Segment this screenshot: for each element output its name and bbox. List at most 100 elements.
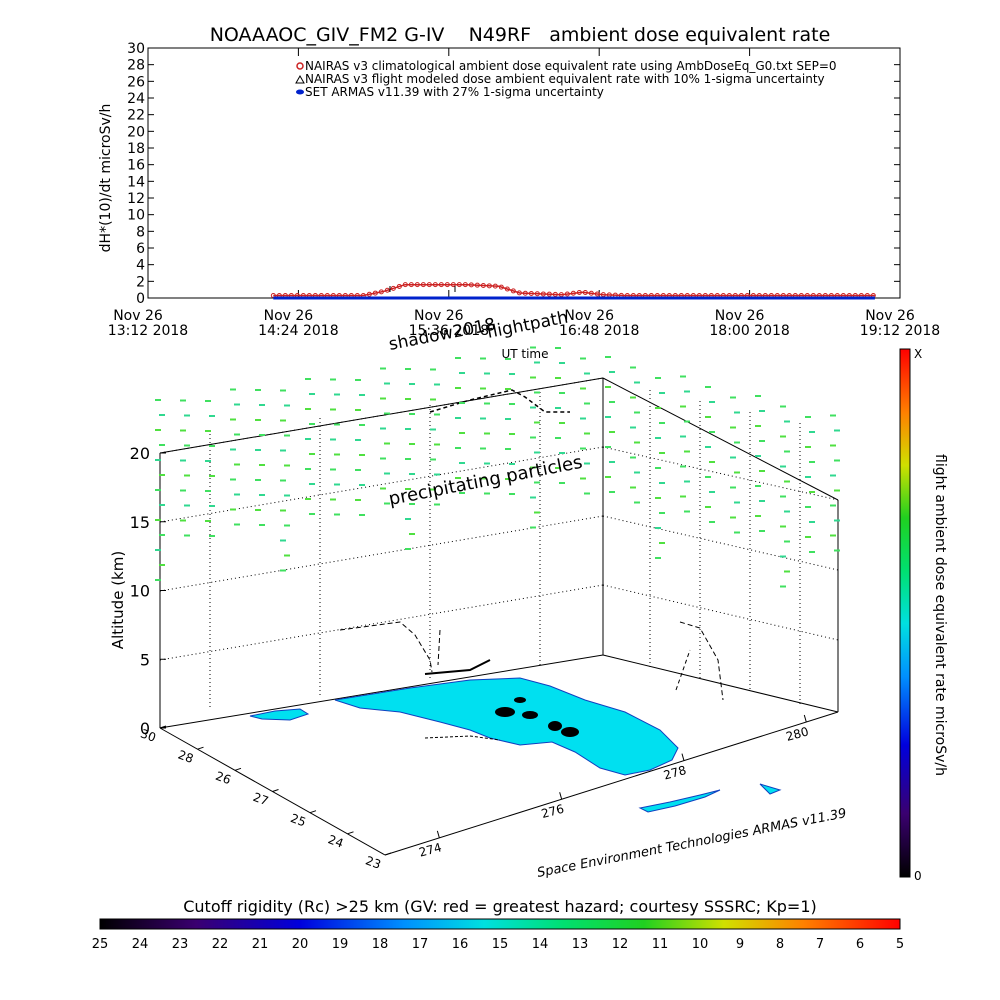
data-point bbox=[438, 282, 444, 288]
data-point bbox=[564, 291, 570, 297]
lon-tick-mark bbox=[559, 792, 563, 800]
lon-tick-mark bbox=[803, 714, 807, 723]
lat-tick-mark bbox=[272, 789, 279, 792]
data-point bbox=[444, 282, 450, 288]
data-point bbox=[414, 282, 420, 288]
y-tick-label: 20 bbox=[127, 124, 145, 140]
data-point bbox=[510, 288, 516, 294]
lat-tick-label: 23 bbox=[364, 853, 383, 871]
data-point bbox=[420, 282, 426, 288]
rigidity-tick-label: 10 bbox=[692, 937, 709, 952]
surface-markers bbox=[495, 697, 579, 737]
legend-marker-armas bbox=[296, 89, 304, 95]
x-tick-label-time: 19:12 2018 bbox=[860, 323, 940, 339]
data-point bbox=[516, 290, 522, 296]
rigidity-tick-label: 16 bbox=[452, 937, 469, 952]
y-tick-label: 16 bbox=[127, 158, 145, 174]
series-line-0 bbox=[273, 283, 875, 297]
rigidity-tick-label: 23 bbox=[172, 937, 189, 952]
data-point bbox=[378, 289, 384, 295]
rigidity-tick-label: 25 bbox=[92, 937, 109, 952]
y-tick-label: 0 bbox=[136, 291, 145, 307]
rigidity-tick-label: 6 bbox=[856, 937, 864, 952]
lon-tick-label: 274 bbox=[417, 840, 443, 859]
data-point bbox=[456, 282, 462, 288]
lon-tick-label: 278 bbox=[662, 763, 688, 782]
bahamas-landmass bbox=[759, 783, 782, 795]
lat-tick-mark bbox=[309, 810, 317, 814]
data-point bbox=[450, 282, 456, 288]
legend-item-armas: SET ARMAS v11.39 with 27% 1-sigma uncert… bbox=[305, 85, 604, 99]
z-tick-label: 5 bbox=[140, 650, 150, 669]
precipitating-particles-field bbox=[155, 346, 840, 588]
annotation-flightpath: flightpath bbox=[485, 308, 570, 343]
rigidity-tick-label: 11 bbox=[652, 937, 669, 952]
lat-tick-label: 26 bbox=[214, 769, 233, 787]
flight-path-trace bbox=[339, 389, 724, 741]
latitude-ticks: 30 28 26 27 25 24 23 bbox=[139, 725, 392, 872]
data-point bbox=[396, 283, 402, 289]
data-point bbox=[486, 283, 492, 289]
data-point bbox=[522, 290, 528, 296]
data-point bbox=[462, 282, 468, 288]
z-tick-label: 10 bbox=[130, 582, 150, 601]
series-layer bbox=[270, 282, 876, 300]
lon-tick-mark bbox=[681, 753, 685, 761]
y-tick-label: 10 bbox=[127, 208, 145, 224]
rigidity-colorbar-ticks: 25 24 23 22 21 20 19 18 17 16 15 14 13 12 11 10 9 8 7 6 5 bbox=[92, 937, 904, 952]
annotation-precipitating-particles: precipitating particles bbox=[387, 452, 584, 510]
y-tick-label: 12 bbox=[127, 191, 145, 207]
dose-colorbar bbox=[899, 348, 911, 878]
lon-tick-mark bbox=[436, 830, 440, 838]
rigidity-tick-label: 12 bbox=[612, 937, 629, 952]
rigidity-colorbar-title: Cutoff rigidity (Rc) >25 km (GV: red = g… bbox=[183, 897, 817, 916]
rigidity-colorbar bbox=[99, 918, 901, 930]
data-point bbox=[528, 290, 534, 296]
y-tick-label: 28 bbox=[127, 58, 145, 74]
rigidity-tick-label: 5 bbox=[896, 937, 904, 952]
lat-tick-label: 27 bbox=[251, 790, 270, 808]
lat-tick-label: 24 bbox=[326, 832, 345, 850]
longitude-ticks: 274 276 278 280 bbox=[417, 714, 810, 860]
y-tick-label: 18 bbox=[127, 141, 145, 157]
y-tick-label: 2 bbox=[136, 274, 145, 290]
data-point bbox=[540, 291, 546, 297]
x-tick-label-time: 16:48 2018 bbox=[559, 323, 639, 339]
y-tick-label: 26 bbox=[127, 74, 145, 90]
legend-marker-modeled bbox=[295, 74, 305, 84]
x-tick-label-day: Nov 26 bbox=[715, 308, 765, 324]
x-tick-label-day: Nov 26 bbox=[564, 308, 614, 324]
lat-tick-mark bbox=[384, 852, 392, 856]
lat-tick-mark bbox=[197, 746, 204, 750]
panhandle-landmass bbox=[249, 708, 310, 721]
y-tick-label: 4 bbox=[136, 258, 145, 274]
rigidity-tick-label: 18 bbox=[372, 937, 389, 952]
data-point bbox=[492, 283, 498, 289]
data-point bbox=[582, 290, 588, 296]
data-point bbox=[594, 291, 600, 297]
data-point bbox=[372, 290, 378, 296]
rigidity-tick-label: 14 bbox=[532, 937, 549, 952]
florida-landmass bbox=[334, 677, 679, 776]
data-point bbox=[504, 286, 510, 292]
x-axis-label: UT time bbox=[501, 347, 548, 361]
x-tick-label-time: 18:00 2018 bbox=[709, 323, 789, 339]
data-point bbox=[552, 291, 558, 297]
data-point bbox=[366, 291, 372, 297]
data-point bbox=[480, 283, 486, 289]
z-tick-label: 0 bbox=[140, 719, 150, 738]
dose-colorbar-top-label: X bbox=[914, 347, 922, 361]
lon-tick-label: 276 bbox=[540, 802, 566, 821]
rigidity-tick-label: 8 bbox=[776, 937, 784, 952]
z-axis-ticks: 0 5 10 15 20 bbox=[130, 444, 166, 738]
y-axis-label: dH*(10)/dt microSv/h bbox=[98, 104, 114, 253]
x-tick-label-time: 15:36 2018 bbox=[409, 323, 489, 339]
rigidity-tick-label: 9 bbox=[736, 937, 744, 952]
data-point bbox=[570, 290, 576, 296]
rigidity-tick-label: 17 bbox=[412, 937, 429, 952]
lat-tick-mark bbox=[347, 831, 354, 835]
data-point bbox=[474, 282, 480, 288]
lat-tick-label: 30 bbox=[139, 726, 158, 744]
